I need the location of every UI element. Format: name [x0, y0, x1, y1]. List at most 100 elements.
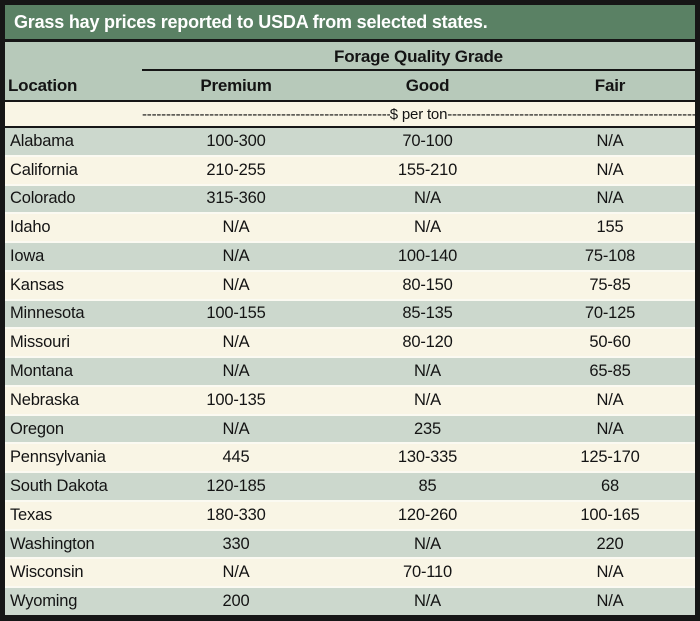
cell-fair: N/A — [596, 419, 624, 438]
table-title-bar: Grass hay prices reported to USDA from s… — [5, 5, 695, 42]
cell-good: 70-110 — [403, 563, 452, 582]
cell-fair: 68 — [601, 477, 619, 496]
cell-premium: 100-155 — [206, 304, 266, 323]
cell-fair: 70-125 — [584, 304, 636, 323]
group-header-row: Forage Quality Grade — [5, 42, 695, 69]
column-header-fair: Fair — [594, 75, 626, 95]
cell-premium: 180-330 — [206, 505, 266, 524]
table-row: Montana N/A N/A 65-85 — [5, 356, 695, 385]
cell-fair: N/A — [596, 131, 624, 150]
cell-good: N/A — [414, 534, 441, 553]
cell-location: Kansas — [10, 275, 64, 294]
cell-good: N/A — [414, 189, 441, 208]
unit-cell: ----------------------------------------… — [142, 102, 695, 126]
cell-good: 70-100 — [402, 131, 453, 150]
cell-fair: 125-170 — [580, 448, 640, 467]
table-row: Kansas N/A 80-150 75-85 — [5, 269, 695, 299]
cell-location: Colorado — [10, 189, 76, 208]
table-row: Oregon N/A 235 N/A — [5, 413, 695, 443]
cell-premium: 330 — [222, 534, 250, 553]
cell-location: Minnesota — [10, 304, 85, 323]
table-header: Forage Quality Grade Location Premium Go… — [5, 42, 695, 102]
cell-good: N/A — [414, 390, 441, 409]
table-row: Missouri N/A 80-120 50-60 — [5, 327, 695, 357]
table-row: Wyoming 200 N/A N/A — [5, 586, 695, 615]
cell-location: Missouri — [10, 333, 70, 352]
table-row: Minnesota 100-155 85-135 70-125 — [5, 298, 695, 328]
column-header-premium: Premium — [200, 75, 272, 95]
cell-good: N/A — [414, 362, 441, 380]
cell-good: 235 — [414, 419, 441, 438]
cell-fair: 65-85 — [589, 362, 631, 380]
unit-dashes-left: ----------------------------------------… — [142, 105, 390, 123]
cell-fair: N/A — [596, 189, 624, 208]
table-row: South Dakota 120-185 85 68 — [5, 471, 695, 500]
cell-location: Texas — [10, 505, 53, 524]
cell-location: Oregon — [10, 419, 64, 438]
cell-premium: 200 — [222, 592, 250, 611]
cell-premium: N/A — [222, 218, 250, 237]
table-row: California 210-255 155-210 N/A — [5, 154, 695, 184]
cell-good: 85 — [418, 477, 437, 496]
cell-good: 100-140 — [397, 246, 458, 265]
table-row: Pennsylvania 445 130-335 125-170 — [5, 442, 695, 472]
table-row: Washington 330 N/A 220 — [5, 528, 695, 558]
cell-location: Alabama — [10, 131, 74, 150]
table-row: Nebraska 100-135 N/A N/A — [5, 384, 695, 414]
cell-premium: N/A — [222, 362, 250, 380]
cell-premium: 445 — [222, 448, 250, 467]
cell-location: California — [10, 160, 78, 179]
cell-location: Washington — [10, 534, 95, 553]
unit-label: $ per ton — [389, 105, 448, 123]
cell-fair: N/A — [596, 390, 624, 409]
cell-fair: 75-108 — [584, 246, 636, 265]
cell-premium: N/A — [222, 333, 250, 352]
cell-location: Montana — [10, 362, 73, 380]
cell-good: 130-335 — [397, 448, 458, 467]
cell-location: Wisconsin — [10, 563, 84, 582]
cell-fair: 50-60 — [589, 333, 631, 352]
table-title: Grass hay prices reported to USDA from s… — [14, 11, 488, 32]
cell-fair: 75-85 — [589, 275, 631, 294]
unit-row: ----------------------------------------… — [5, 102, 695, 128]
cell-premium: 315-360 — [206, 189, 266, 208]
cell-good: 155-210 — [397, 160, 458, 179]
unit-dashes-right: ----------------------------------------… — [447, 105, 695, 123]
cell-good: 85-135 — [402, 304, 453, 323]
group-header-underline — [142, 69, 695, 71]
cell-premium: 100-300 — [206, 131, 266, 150]
group-header-label: Forage Quality Grade — [334, 47, 503, 66]
cell-premium: N/A — [222, 563, 250, 582]
cell-good: 120-260 — [397, 505, 458, 524]
cell-good: 80-120 — [402, 333, 453, 352]
cell-premium: N/A — [222, 275, 250, 294]
cell-location: Iowa — [10, 246, 45, 265]
cell-fair: 155 — [596, 218, 624, 237]
table-row: Wisconsin N/A 70-110 N/A — [5, 557, 695, 587]
table-row: Iowa N/A 100-140 75-108 — [5, 241, 695, 270]
cell-good: 80-150 — [402, 275, 453, 294]
table-row: Alabama 100-300 70-100 N/A — [5, 128, 695, 155]
cell-location: Idaho — [10, 218, 51, 237]
cell-premium: 120-185 — [206, 477, 266, 496]
cell-fair: 100-165 — [580, 505, 640, 524]
cell-fair: N/A — [596, 563, 624, 582]
cell-location: Pennsylvania — [10, 448, 106, 467]
table-row: Idaho N/A N/A 155 — [5, 212, 695, 242]
cell-fair: 220 — [596, 534, 624, 553]
cell-good: N/A — [414, 592, 441, 611]
cell-premium: 100-135 — [206, 390, 266, 409]
cell-good: N/A — [414, 218, 441, 237]
cell-premium: N/A — [222, 246, 250, 265]
column-header-row: Location Premium Good Fair — [5, 71, 695, 100]
cell-premium: 210-255 — [206, 160, 266, 179]
column-header-location: Location — [8, 75, 78, 95]
table-body: Alabama 100-300 70-100 N/A California 21… — [5, 128, 695, 615]
cell-premium: N/A — [222, 419, 250, 438]
cell-fair: N/A — [596, 160, 624, 179]
cell-fair: N/A — [596, 592, 624, 611]
cell-location: Nebraska — [10, 390, 80, 409]
column-header-good: Good — [405, 75, 450, 95]
table-row: Texas 180-330 120-260 100-165 — [5, 499, 695, 529]
